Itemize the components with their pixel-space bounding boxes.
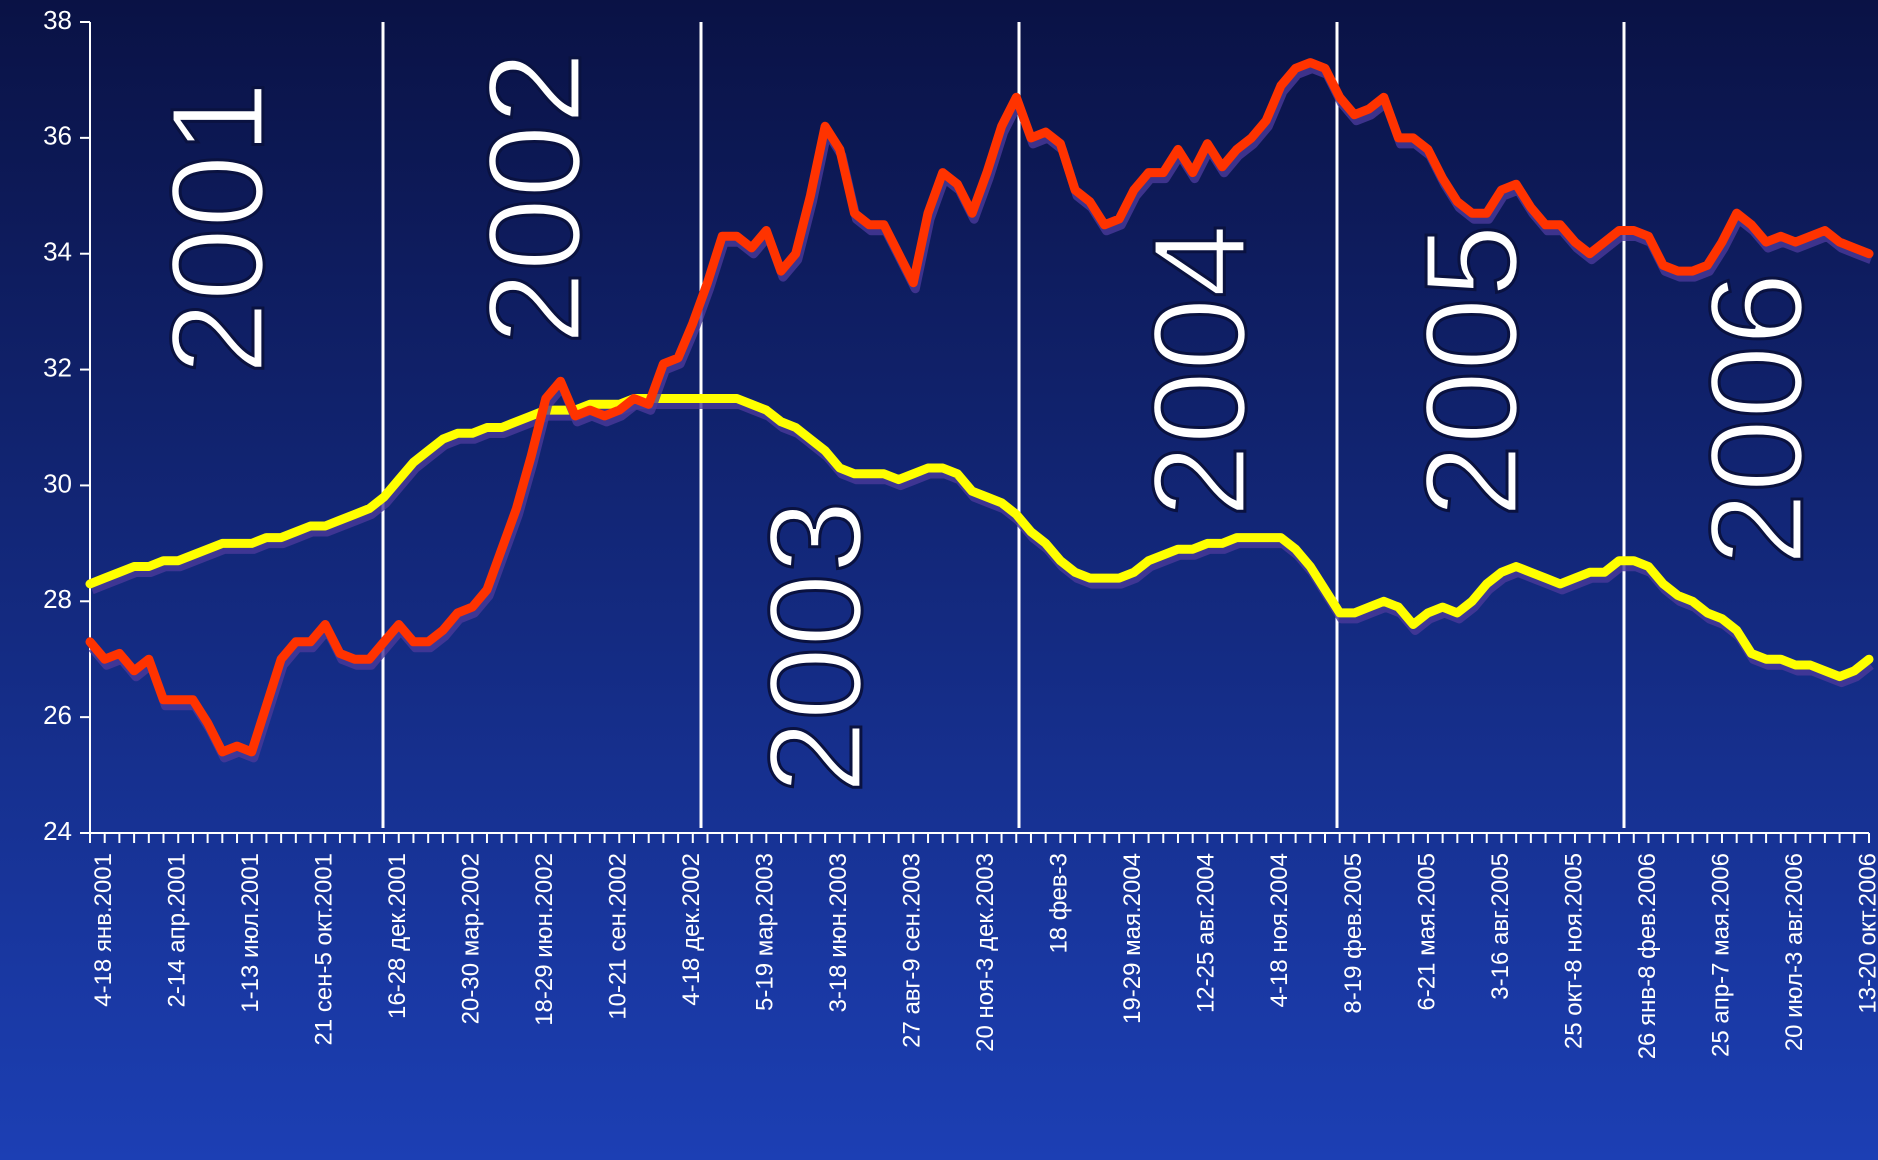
x-tick-label: 4-18 ноя.2004	[1266, 853, 1293, 1007]
year-label: 2006	[1683, 272, 1830, 566]
line-shadow	[90, 400, 1874, 688]
y-tick-label: 28	[43, 584, 72, 614]
y-tick-label: 30	[43, 468, 72, 498]
x-tick-label: 25 апр-7 мая.2006	[1707, 853, 1734, 1057]
x-tick-label: 20 ноя-3 дек.2003	[972, 853, 999, 1052]
year-label: 2003	[742, 500, 889, 794]
x-tick-label: 19-29 мая.2004	[1119, 853, 1146, 1024]
y-tick-label: 36	[43, 121, 72, 151]
x-tick-label: 16-28 дек.2001	[384, 853, 411, 1019]
year-label: 2004	[1126, 224, 1273, 518]
y-tick-label: 38	[43, 5, 72, 35]
x-tick-label: 18 фев-3	[1046, 853, 1073, 954]
year-separators	[381, 22, 1626, 828]
x-tick-label: 5-19 мар.2003	[752, 853, 779, 1011]
x-tick-label: 3-18 июн.2003	[825, 853, 852, 1012]
x-tick-label: 21 сен-5 окт.2001	[311, 853, 338, 1045]
x-tick-label: 20-30 мар.2002	[458, 853, 485, 1024]
x-tick-label: 27 авг-9 сен.2003	[899, 853, 926, 1048]
x-tick-label: 2-14 апр.2001	[164, 853, 191, 1007]
series-line	[85, 58, 1874, 757]
x-tick-label: 20 июл-3 авг.2006	[1781, 853, 1808, 1051]
year-label: 2005	[1398, 224, 1545, 518]
x-tick-label: 18-29 июн.2002	[531, 853, 558, 1026]
x-tick-label: 26 янв-8 фев.2006	[1634, 853, 1661, 1059]
series-line	[85, 394, 1874, 682]
x-tick-label: 8-19 фев.2005	[1340, 853, 1367, 1014]
x-tick-label: 13-20 окт.2006	[1854, 853, 1878, 1014]
x-tick-label: 10-21 сен.2002	[605, 853, 632, 1020]
y-tick-label: 32	[43, 352, 72, 382]
y-tick-label: 24	[43, 816, 72, 846]
x-tick-label: 12-25 авг.2004	[1193, 853, 1220, 1013]
y-tick-label: 26	[43, 700, 72, 730]
x-tick-label: 1-13 июл.2001	[237, 853, 264, 1013]
x-tick-label: 4-18 дек.2002	[678, 853, 705, 1006]
x-tick-label: 4-18 янв.2001	[90, 853, 117, 1007]
y-tick-label: 34	[43, 237, 72, 267]
x-tick-label: 3-16 авг.2005	[1487, 853, 1514, 1000]
x-tick-label: 25 окт-8 ноя.2005	[1560, 853, 1587, 1049]
x-tick-label: 6-21 мая.2005	[1413, 853, 1440, 1011]
year-label: 2001	[144, 81, 291, 375]
year-label: 2002	[461, 51, 608, 345]
